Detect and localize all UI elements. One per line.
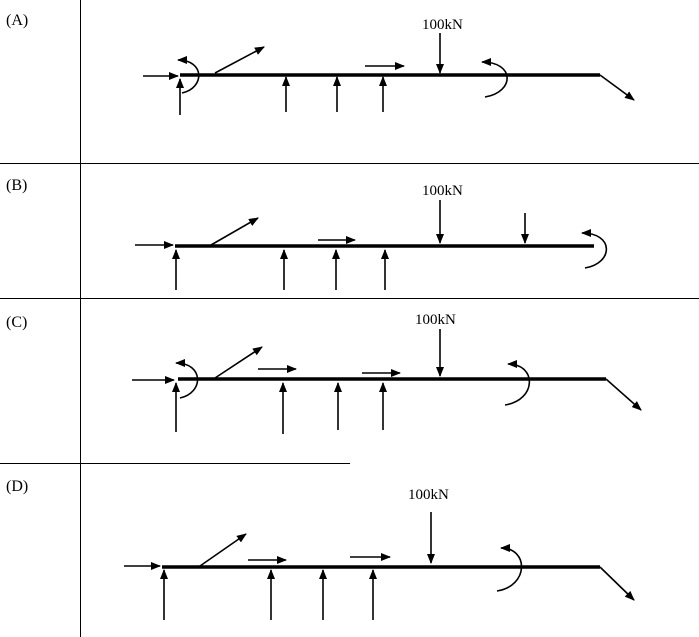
row-divider-2 — [0, 298, 699, 299]
free-body-diagram-a: 100kN — [143, 17, 635, 115]
option-a-label: (A) — [6, 12, 29, 29]
option-d-label: (D) — [6, 478, 29, 495]
load-label-b: 100kN — [422, 183, 463, 199]
free-body-diagram-c: 100kN — [132, 312, 642, 434]
option-c-label: (C) — [6, 314, 28, 331]
row-divider-1 — [0, 163, 699, 164]
free-body-diagram-b: 100kN — [135, 183, 608, 290]
option-b-label: (B) — [6, 177, 28, 194]
row-divider-3 — [0, 463, 350, 464]
load-label-d: 100kN — [408, 487, 449, 503]
free-body-diagram-d: 100kN — [124, 487, 635, 620]
column-divider — [80, 0, 81, 637]
load-label-c: 100kN — [415, 312, 456, 328]
load-label-a: 100kN — [422, 17, 463, 33]
